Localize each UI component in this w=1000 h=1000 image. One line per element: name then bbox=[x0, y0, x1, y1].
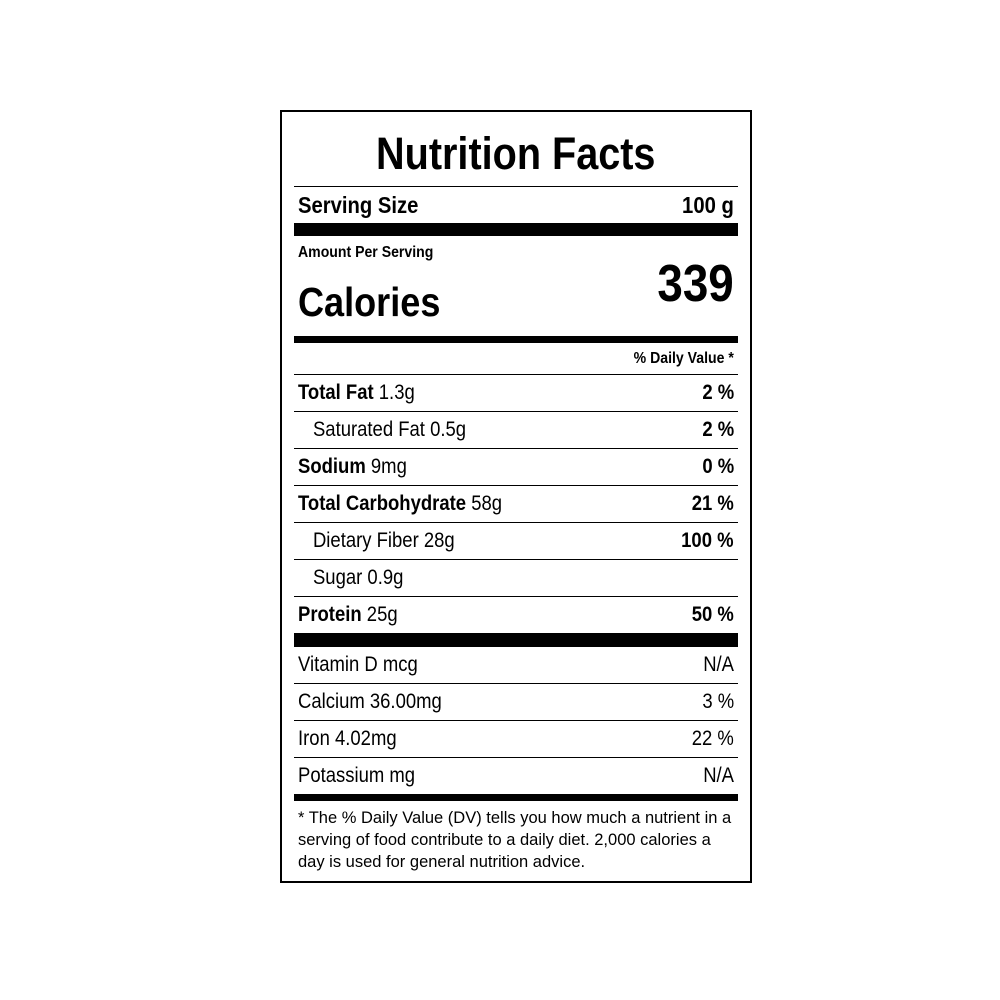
daily-value-header: % Daily Value * bbox=[294, 343, 738, 375]
micronutrient-daily-value: N/A bbox=[703, 653, 734, 676]
nutrient-row: Sodium 9mg 0 % bbox=[294, 449, 738, 486]
nutrient-row: Protein 25g 50 % bbox=[294, 597, 738, 634]
nutrient-daily-value: 2 % bbox=[702, 418, 734, 441]
micronutrient-row: Vitamin D mcg N/A bbox=[294, 647, 738, 684]
nutrient-row: Sugar 0.9g bbox=[294, 560, 738, 597]
micronutrient-row: Iron 4.02mg 22 % bbox=[294, 721, 738, 758]
amount-per-serving: Amount Per Serving bbox=[298, 244, 434, 261]
divider-thick bbox=[294, 634, 738, 647]
nutrition-facts-label: Nutrition Facts Serving Size 100 g Amoun… bbox=[280, 110, 752, 883]
divider-thick bbox=[294, 223, 738, 236]
nutrient-daily-value: 0 % bbox=[702, 455, 734, 478]
divider-medium bbox=[294, 336, 738, 343]
micronutrient-row: Potassium mg N/A bbox=[294, 758, 738, 794]
calories-label: Calories bbox=[298, 279, 441, 325]
nutrient-daily-value: 50 % bbox=[691, 603, 734, 626]
micronutrient-row: Calcium 36.00mg 3 % bbox=[294, 684, 738, 721]
nutrient-name: Protein 25g bbox=[298, 603, 398, 626]
micronutrient-list: Vitamin D mcg N/A Calcium 36.00mg 3 % Iron 4… bbox=[294, 647, 738, 794]
footnote: * The % Daily Value (DV) tells you how m… bbox=[298, 809, 732, 871]
micronutrient-daily-value: 3 % bbox=[702, 690, 734, 713]
nutrient-list: Total Fat 1.3g 2 % Saturated Fat 0.5g 2 % So… bbox=[294, 375, 738, 634]
calories-row: Calories 339 bbox=[294, 255, 738, 336]
nutrient-row: Dietary Fiber 28g 100 % bbox=[294, 523, 738, 560]
nutrient-name: Sodium 9mg bbox=[298, 455, 407, 478]
nutrient-daily-value: 21 % bbox=[691, 492, 734, 515]
divider-medium bbox=[294, 794, 738, 801]
nutrient-daily-value: 100 % bbox=[681, 529, 734, 552]
micronutrient-name: Iron 4.02mg bbox=[298, 727, 397, 750]
serving-size-value: 100 g bbox=[682, 191, 734, 218]
nutrient-daily-value: 2 % bbox=[702, 381, 734, 404]
nutrient-row: Total Fat 1.3g 2 % bbox=[294, 375, 738, 412]
serving-size-label: Serving Size bbox=[298, 191, 419, 218]
micronutrient-name: Calcium 36.00mg bbox=[298, 690, 442, 713]
nutrient-row: Saturated Fat 0.5g 2 % bbox=[294, 412, 738, 449]
nutrient-row: Total Carbohydrate 58g 21 % bbox=[294, 486, 738, 523]
nutrient-name: Total Carbohydrate 58g bbox=[298, 492, 503, 515]
calories-value: 339 bbox=[657, 255, 734, 313]
micronutrient-name: Vitamin D mcg bbox=[298, 653, 418, 676]
micronutrient-daily-value: 22 % bbox=[691, 727, 734, 750]
nutrient-name: Total Fat 1.3g bbox=[298, 381, 415, 404]
nutrient-name: Sugar 0.9g bbox=[312, 566, 404, 589]
micronutrient-daily-value: N/A bbox=[703, 764, 734, 787]
nutrient-name: Dietary Fiber 28g bbox=[312, 529, 455, 552]
label-title: Nutrition Facts bbox=[294, 112, 738, 187]
serving-size-row: Serving Size 100 g bbox=[294, 187, 738, 223]
micronutrient-name: Potassium mg bbox=[298, 764, 416, 787]
nutrient-name: Saturated Fat 0.5g bbox=[312, 418, 467, 441]
